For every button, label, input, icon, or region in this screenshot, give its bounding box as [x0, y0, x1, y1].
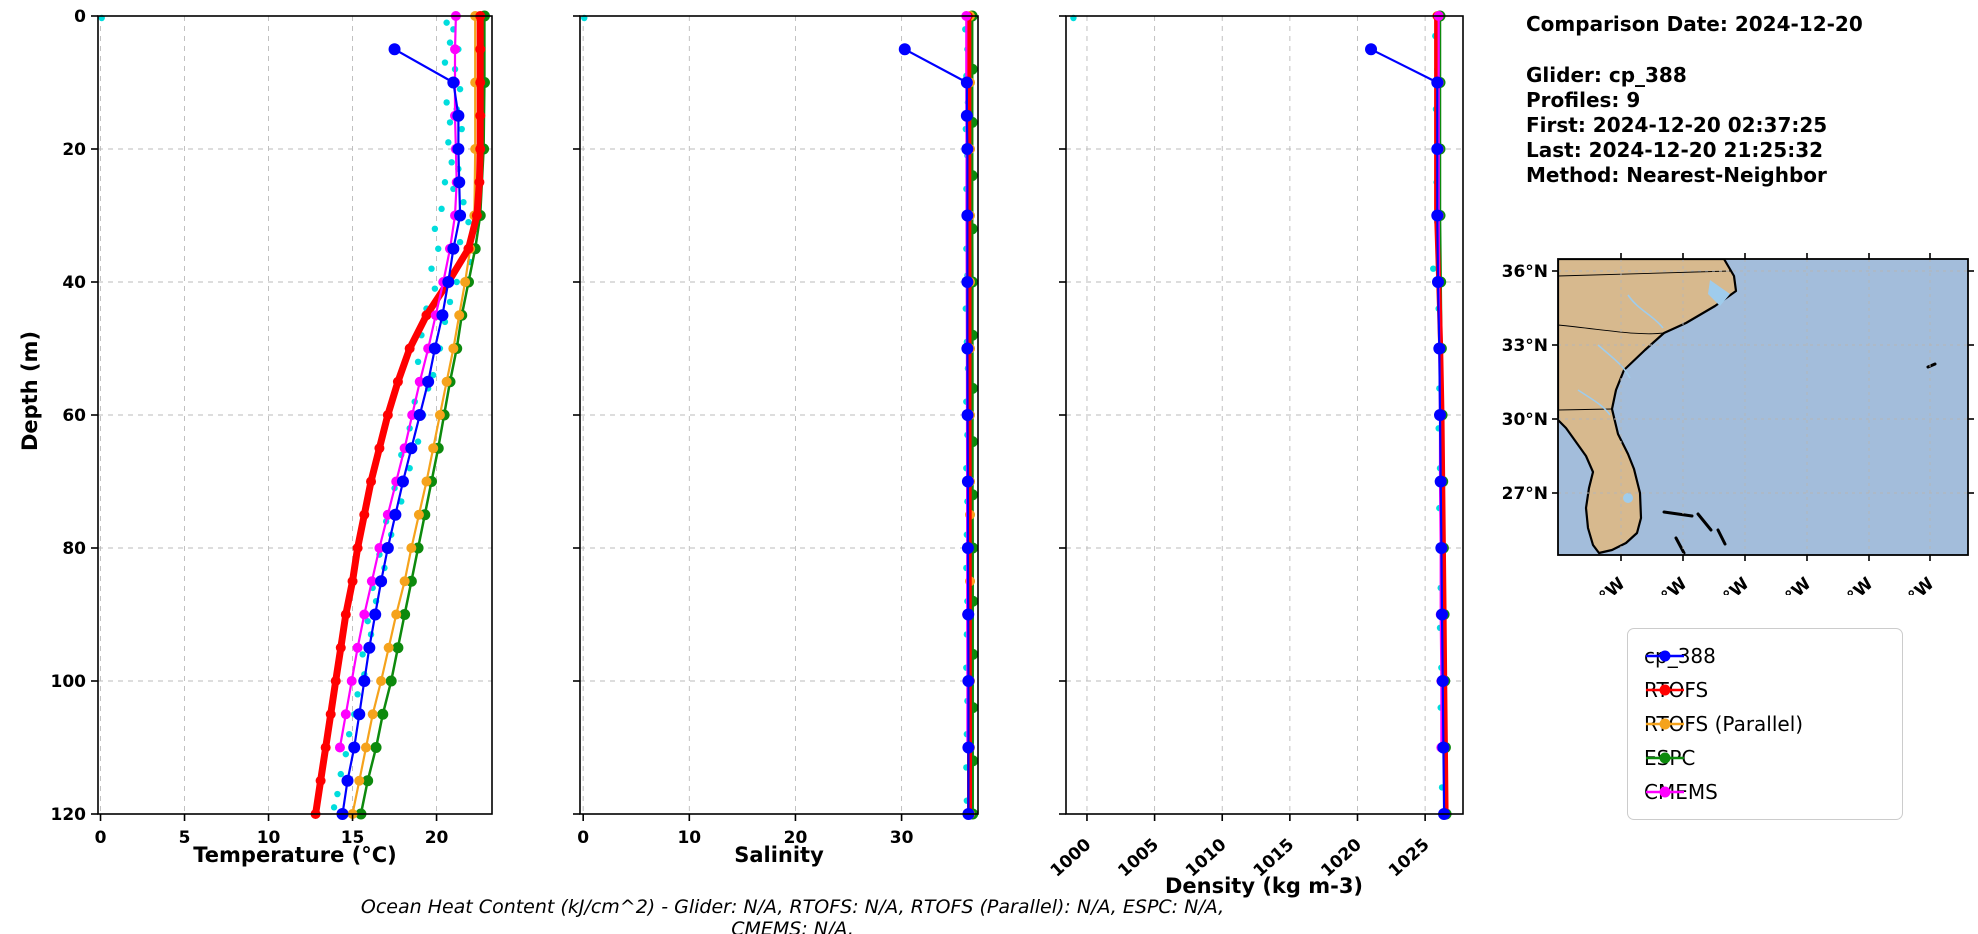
svg-text:78°W: 78°W — [1640, 574, 1691, 595]
legend-line-marker-icon — [1646, 650, 1684, 662]
river — [1627, 294, 1664, 329]
depth-axis-label: Depth (m) — [18, 330, 42, 452]
svg-text:69°W: 69°W — [1826, 574, 1877, 595]
island-grand-bahama — [1662, 510, 1694, 518]
legend-item-rtofs: RTOFS — [1644, 673, 1886, 707]
salinity-axis-label: Salinity — [734, 843, 824, 867]
svg-text:75°W: 75°W — [1702, 574, 1753, 595]
legend-item-cp-388: cp_388 — [1644, 639, 1886, 673]
comparison-info: Comparison Date: 2024-12-20 Glider: cp_3… — [1526, 12, 1863, 188]
density-profile-chart: 1000 1005 1010 1015 1020 1025 — [1047, 10, 1464, 882]
svg-text:15: 15 — [341, 828, 365, 848]
state-border — [1558, 408, 1613, 411]
info-last: Last: 2024-12-20 21:25:32 — [1526, 138, 1824, 162]
series-cp_388 — [336, 43, 467, 820]
series-cp_388 — [898, 43, 975, 820]
glider-raw-points — [581, 14, 972, 804]
svg-text:5: 5 — [179, 828, 191, 848]
svg-text:20: 20 — [425, 828, 449, 848]
axis-ticks: 1000 1005 1010 1015 1020 1025 — [1047, 15, 1433, 882]
legend-item-rtofs-parallel-: RTOFS (Parallel) — [1644, 707, 1886, 741]
grid-lines — [1066, 15, 1463, 815]
svg-text:72°W: 72°W — [1764, 574, 1815, 595]
svg-text:100: 100 — [51, 672, 87, 692]
svg-text:30°N: 30°N — [1502, 410, 1548, 430]
state-border — [1558, 270, 1731, 277]
info-glider: Glider: cp_388 — [1526, 63, 1687, 87]
info-profiles: Profiles: 9 — [1526, 88, 1641, 112]
map-land-coastline — [1558, 259, 1738, 555]
legend-item-espc: ESPC — [1644, 741, 1886, 775]
svg-text:60: 60 — [62, 406, 86, 426]
svg-text:0: 0 — [95, 828, 107, 848]
axis-ticks: 0 10 20 30 — [573, 15, 914, 848]
svg-text:120: 120 — [51, 805, 87, 825]
axis-ticks: 0 5 10 15 20 0 20 40 60 80 100 120 — [51, 7, 449, 848]
legend-line-marker-icon — [1646, 786, 1684, 798]
island-abaco — [1696, 512, 1713, 532]
svg-text:1000: 1000 — [1047, 835, 1096, 882]
ocean-heat-content-caption: Ocean Heat Content (kJ/cm^2) - Glider: N… — [360, 896, 1225, 934]
legend-line-marker-icon — [1646, 684, 1684, 696]
legend-item-cmems: CMEMS — [1644, 775, 1886, 809]
comparison-date: Comparison Date: 2024-12-20 — [1526, 12, 1863, 36]
svg-text:66°W: 66°W — [1887, 574, 1938, 595]
lake-okeechobee — [1623, 493, 1633, 503]
grid-lines — [580, 15, 978, 815]
river — [1597, 344, 1631, 379]
series-cp_388 — [1365, 43, 1451, 820]
coastal-sound — [1708, 280, 1730, 306]
legend-line-marker-icon — [1646, 752, 1684, 764]
legend-line-marker-icon — [1646, 718, 1684, 730]
svg-text:81°W: 81°W — [1578, 574, 1629, 595]
grid-lines — [98, 15, 492, 815]
river — [1577, 389, 1611, 416]
svg-text:0: 0 — [74, 7, 86, 27]
temperature-profile-chart: 0 5 10 15 20 0 20 40 60 80 100 120 — [51, 7, 493, 848]
island-bermuda — [1926, 362, 1937, 369]
svg-text:40: 40 — [62, 273, 86, 293]
svg-text:0: 0 — [577, 828, 589, 848]
locator-map: 36°N 33°N 30°N 27°N 81°W 78°W 75°W 72°W 69°W 66°W — [1502, 253, 1974, 595]
info-first: First: 2024-12-20 02:37:25 — [1526, 113, 1828, 137]
svg-text:10: 10 — [257, 828, 281, 848]
svg-text:80: 80 — [62, 539, 86, 559]
svg-text:20: 20 — [784, 828, 808, 848]
salinity-profile-chart: 0 10 20 30 — [573, 10, 979, 848]
island-andros — [1674, 536, 1686, 555]
map-frame — [1557, 258, 1969, 556]
svg-text:20: 20 — [62, 140, 86, 160]
glider-raw-points — [1070, 14, 1446, 791]
svg-text:33°N: 33°N — [1502, 336, 1548, 356]
svg-text:30: 30 — [890, 828, 914, 848]
svg-text:10: 10 — [677, 828, 701, 848]
plot-frame — [1065, 15, 1464, 815]
plot-frame — [579, 15, 979, 815]
island-eleuthera — [1716, 528, 1727, 546]
temperature-axis-label: Temperature (°C) — [193, 843, 397, 867]
svg-text:27°N: 27°N — [1502, 484, 1548, 504]
map-gridlines — [1558, 259, 1968, 555]
info-method: Method: Nearest-Neighbor — [1526, 163, 1827, 187]
state-border — [1558, 324, 1665, 335]
density-axis-label: Density (kg m-3) — [1164, 874, 1364, 898]
svg-text:36°N: 36°N — [1502, 262, 1548, 282]
